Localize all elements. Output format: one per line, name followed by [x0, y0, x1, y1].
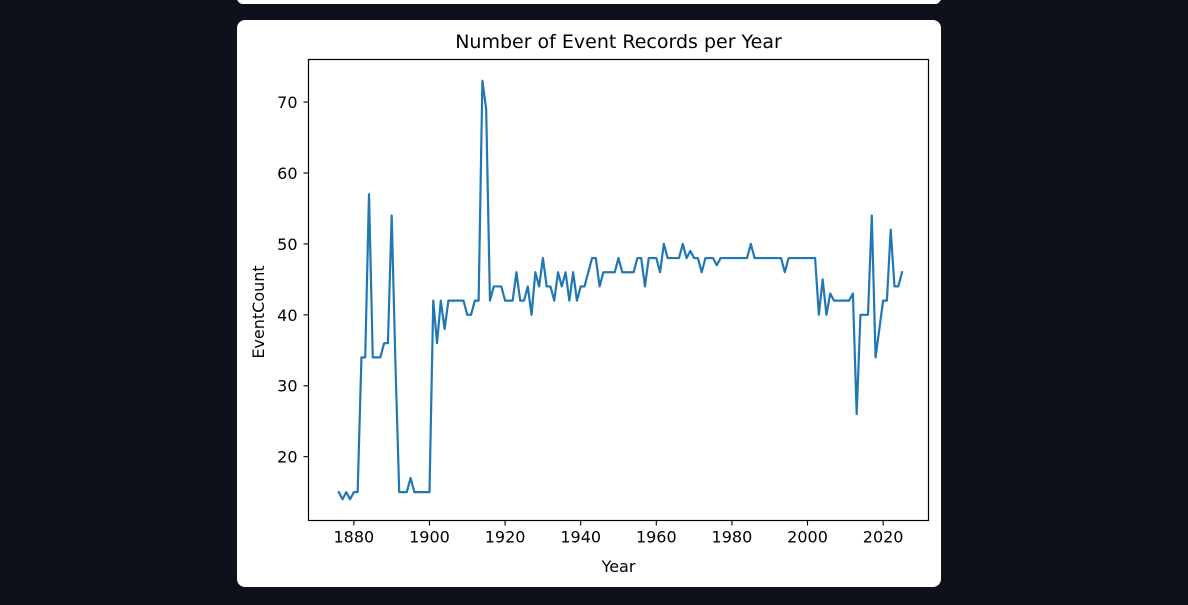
y-tick-label: 40 [277, 306, 297, 325]
line-chart: Number of Event Records per Year 1880 190… [249, 31, 930, 576]
y-axis-label: EventCount [249, 265, 268, 358]
x-tick-label: 1880 [334, 528, 375, 547]
x-tick-label: 1900 [409, 528, 450, 547]
series-line-0 [337, 79, 904, 501]
x-tick-label: 1920 [485, 528, 526, 547]
x-tick-label: 2020 [863, 528, 904, 547]
y-tick-label: 30 [277, 377, 297, 396]
series [337, 79, 904, 501]
x-tick-label: 1940 [560, 528, 601, 547]
y-tick-label: 20 [277, 448, 297, 467]
x-tick-label: 1980 [712, 528, 753, 547]
chart-card: Number of Event Records per Year 1880 190… [237, 20, 941, 587]
chart-title: Number of Event Records per Year [455, 31, 782, 53]
y-tick-label: 50 [277, 235, 297, 254]
axes [307, 58, 930, 522]
x-axis-label: Year [601, 557, 636, 576]
previous-card [237, 0, 941, 4]
x-tick-label: 2000 [787, 528, 828, 547]
plot-frame [307, 58, 930, 522]
ticks: 1880 1900 1920 1940 1960 1980 2000 202020304050… [277, 93, 903, 546]
y-tick-label: 60 [277, 164, 297, 183]
y-tick-label: 70 [277, 93, 297, 112]
x-tick-label: 1960 [636, 528, 677, 547]
